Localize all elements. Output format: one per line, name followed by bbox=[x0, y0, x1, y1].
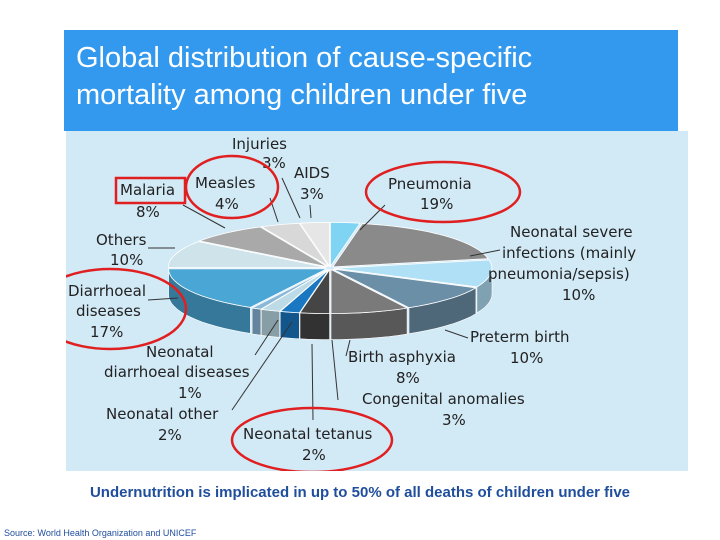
label-pneumonia: Pneumonia bbox=[388, 175, 472, 193]
pie-slices bbox=[167, 221, 493, 340]
pie-slice-side-7 bbox=[261, 308, 280, 338]
leader-aids bbox=[309, 204, 312, 219]
pie-slice-neonatal-diarrhoeal-diseases bbox=[250, 269, 329, 310]
pie-slice-aids bbox=[330, 221, 361, 268]
diarrhoeal-highlight-circle bbox=[66, 267, 188, 351]
label-neonatal-severe-line3: pneumonia/sepsis) bbox=[488, 265, 630, 283]
label-malaria-pct: 8% bbox=[136, 203, 160, 221]
title-banner: Global distribution of cause-specific mo… bbox=[64, 30, 678, 131]
pie-slice-neonatal-tetanus bbox=[279, 269, 330, 314]
label-neonatal-diarrhoeal-line1: Neonatal bbox=[146, 343, 214, 361]
label-neonatal-severe-line2: infections (mainly bbox=[502, 244, 636, 262]
label-congenital: Congenital anomalies bbox=[362, 390, 525, 408]
label-preterm-pct: 10% bbox=[510, 349, 543, 367]
highlight-annotations bbox=[66, 154, 522, 471]
leader-diarrhoeal bbox=[147, 297, 179, 301]
label-neonatal-tetanus-pct: 2% bbox=[302, 446, 326, 464]
label-aids-pct: 3% bbox=[300, 185, 324, 203]
label-diarrhoeal-line1: Diarrhoeal bbox=[68, 282, 146, 300]
pie-slice-preterm-birth bbox=[332, 268, 478, 309]
label-others-pct: 10% bbox=[110, 251, 143, 269]
label-neonatal-diarrhoeal-line2: diarrhoeal diseases bbox=[104, 363, 250, 381]
label-diarrhoeal-line2: diseases bbox=[76, 302, 141, 320]
label-others: Others bbox=[96, 231, 147, 249]
leader-neonatal-diarrhoeal bbox=[254, 319, 279, 356]
label-pneumonia-pct: 19% bbox=[420, 195, 453, 213]
label-congenital-pct: 3% bbox=[442, 411, 466, 429]
pie-slice-malaria bbox=[198, 226, 328, 268]
label-neonatal-severe-line1: Neonatal severe bbox=[510, 223, 633, 241]
label-birth-asphyxia: Birth asphyxia bbox=[348, 348, 456, 366]
pneumonia-highlight-circle bbox=[364, 160, 522, 224]
pie-slice-measles bbox=[260, 222, 330, 267]
leader-malaria bbox=[182, 204, 226, 229]
pie-slice-injuries bbox=[299, 221, 330, 268]
tetanus-highlight-circle bbox=[230, 406, 394, 471]
leader-lines bbox=[147, 177, 501, 421]
pie-slice-neonatal-severe-infections-mainly-pneumonia-sepsis bbox=[333, 259, 493, 288]
malaria-highlight-box bbox=[114, 176, 187, 205]
pie-slice-side-8 bbox=[251, 307, 262, 336]
label-measles-pct: 4% bbox=[215, 195, 239, 213]
pie-slice-side-5 bbox=[299, 312, 330, 340]
pie-slice-pneumonia bbox=[332, 223, 489, 268]
label-injuries: Injuries bbox=[232, 135, 287, 153]
pie-slice-diarrhoeal-diseases bbox=[168, 268, 327, 308]
leader-preterm bbox=[444, 329, 469, 339]
leader-birth-asphyxia bbox=[345, 339, 351, 357]
pie-chart: Injuries 3% AIDS 3% Measles 4% Malaria 8… bbox=[66, 135, 636, 471]
leader-congenital bbox=[331, 339, 339, 401]
label-diarrhoeal-pct: 17% bbox=[90, 323, 123, 341]
label-neonatal-severe-pct: 10% bbox=[562, 286, 595, 304]
label-preterm: Preterm birth bbox=[470, 328, 570, 346]
pie-slice-congenital-anomalies bbox=[299, 268, 330, 315]
chart-title-line-2: mortality among children under five bbox=[76, 79, 528, 111]
leader-neonatal-severe bbox=[469, 249, 501, 257]
chart-panel: Injuries 3% AIDS 3% Measles 4% Malaria 8… bbox=[66, 131, 688, 471]
label-aids: AIDS bbox=[294, 164, 330, 182]
source-note: Source: World Health Organization and UN… bbox=[4, 528, 197, 538]
label-malaria: Malaria bbox=[120, 181, 175, 199]
pie-slice-others bbox=[167, 241, 327, 268]
footnote: Undernutrition is implicated in up to 50… bbox=[89, 484, 631, 501]
label-measles: Measles bbox=[195, 174, 256, 192]
leader-neonatal-other bbox=[231, 321, 293, 411]
label-neonatal-other: Neonatal other bbox=[106, 405, 219, 423]
label-neonatal-other-pct: 2% bbox=[158, 426, 182, 444]
label-injuries-pct: 3% bbox=[262, 154, 286, 172]
label-neonatal-tetanus: Neonatal tetanus bbox=[243, 425, 373, 443]
pie-slice-birth-asphyxia bbox=[330, 268, 409, 314]
label-birth-asphyxia-pct: 8% bbox=[396, 369, 420, 387]
chart-title-line-1: Global distribution of cause-specific bbox=[76, 42, 533, 74]
leader-injuries bbox=[281, 177, 301, 219]
label-neonatal-diarrhoeal-pct: 1% bbox=[178, 384, 202, 402]
